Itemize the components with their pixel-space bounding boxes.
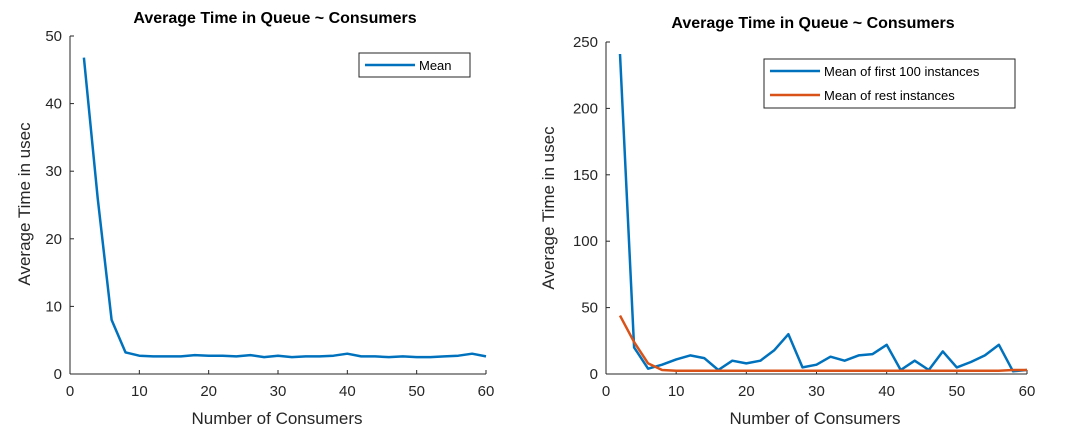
x-tick-label: 50 <box>948 383 965 400</box>
y-tick-label: 20 <box>45 231 62 248</box>
chart-2: Average Time in Queue ~ Consumers Number… <box>539 15 1035 428</box>
x-tick-label: 40 <box>878 383 895 400</box>
legend-entry-label: Mean of rest instances <box>824 88 955 103</box>
series-line-2 <box>618 315 1027 372</box>
x-tick-label: 40 <box>339 383 356 400</box>
x-tick-label: 10 <box>668 383 685 400</box>
series-line-1 <box>82 57 487 359</box>
y-tick-label: 50 <box>581 300 598 317</box>
y-tick-label: 0 <box>590 366 598 383</box>
y-tick-label: 200 <box>573 100 598 117</box>
y-tick-label: 150 <box>573 167 598 184</box>
x-tick-label: 50 <box>408 383 425 400</box>
chart-1-x-axis-label: Number of Consumers <box>191 409 362 428</box>
x-tick-label: 30 <box>270 383 287 400</box>
x-tick-label: 10 <box>131 383 148 400</box>
y-tick-label: 30 <box>45 163 62 180</box>
y-tick-label: 100 <box>573 233 598 250</box>
series-line-1 <box>618 53 1028 373</box>
chart-2-x-axis-label: Number of Consumers <box>729 409 900 428</box>
y-tick-label: 40 <box>45 96 62 113</box>
chart-1: Average Time in Queue ~ Consumers Number… <box>15 10 494 428</box>
legend: Mean <box>358 52 471 78</box>
chart-2-title: Average Time in Queue ~ Consumers <box>671 15 954 32</box>
legend-box <box>763 58 1016 109</box>
legend: Mean of first 100 instances Mean of rest … <box>763 58 1016 109</box>
x-tick-label: 60 <box>478 383 495 400</box>
x-tick-label: 20 <box>200 383 217 400</box>
x-tick-label: 30 <box>808 383 825 400</box>
x-tick-label: 0 <box>602 383 610 400</box>
legend-entry-label: Mean of first 100 instances <box>824 64 980 79</box>
y-tick-label: 10 <box>45 298 62 315</box>
legend-entry-label: Mean <box>419 58 452 73</box>
chart-1-y-axis-label: Average Time in usec <box>15 122 34 286</box>
chart-2-y-axis-label: Average Time in usec <box>539 126 558 290</box>
x-tick-label: 20 <box>738 383 755 400</box>
y-tick-label: 250 <box>573 34 598 51</box>
chart-1-title: Average Time in Queue ~ Consumers <box>133 10 416 27</box>
x-tick-label: 0 <box>66 383 74 400</box>
y-tick-label: 50 <box>45 28 62 45</box>
y-tick-label: 0 <box>54 366 62 383</box>
x-tick-label: 60 <box>1019 383 1036 400</box>
